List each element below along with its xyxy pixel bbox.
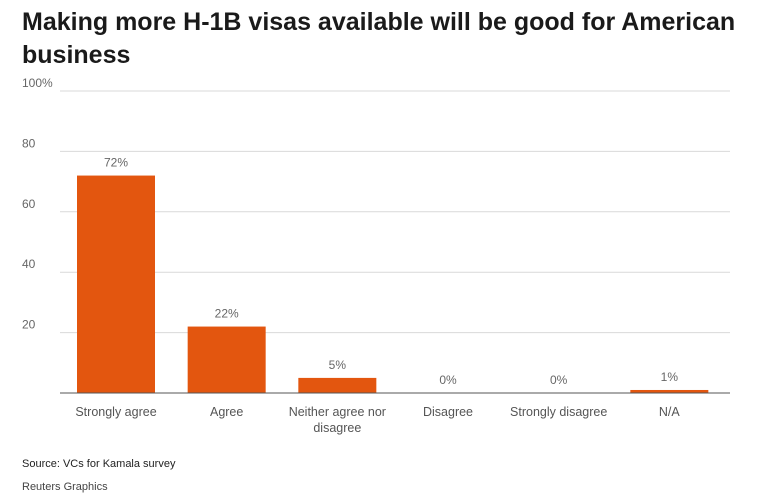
y-tick-label: 20 xyxy=(22,318,36,332)
chart-title: Making more H-1B visas available will be… xyxy=(22,8,736,69)
bar xyxy=(77,175,155,393)
bar xyxy=(187,326,266,393)
bar xyxy=(630,389,709,393)
bars xyxy=(77,175,709,393)
data-label: 0% xyxy=(550,373,568,387)
category-label: Strongly disagree xyxy=(510,405,607,419)
data-label: 72% xyxy=(104,156,128,170)
data-label: 5% xyxy=(329,358,347,372)
category-label: N/A xyxy=(659,405,681,419)
category-label: Agree xyxy=(210,405,243,419)
gridlines xyxy=(60,90,730,334)
category-label: Strongly agree xyxy=(75,405,156,419)
data-label: 22% xyxy=(215,307,239,321)
data-label: 1% xyxy=(661,370,679,384)
source-note: Source: VCs for Kamala survey xyxy=(22,458,176,470)
category-label: Neither agree nor disagree xyxy=(289,405,386,435)
y-axis-ticks: 20 40 60 80 100% xyxy=(22,76,53,332)
y-tick-label: 60 xyxy=(22,197,36,211)
y-tick-label: 100% xyxy=(22,76,53,90)
x-axis-categories: Strongly agree Agree Neither agree nor disa… xyxy=(75,405,680,435)
y-tick-label: 40 xyxy=(22,257,36,271)
y-tick-label: 80 xyxy=(22,136,36,150)
credit-note: Reuters Graphics xyxy=(22,481,108,493)
data-label: 0% xyxy=(439,373,457,387)
category-label: Disagree xyxy=(423,405,473,419)
bar xyxy=(298,377,377,393)
data-labels: 72% 22% 5% 0% 0% 1% xyxy=(104,156,678,387)
